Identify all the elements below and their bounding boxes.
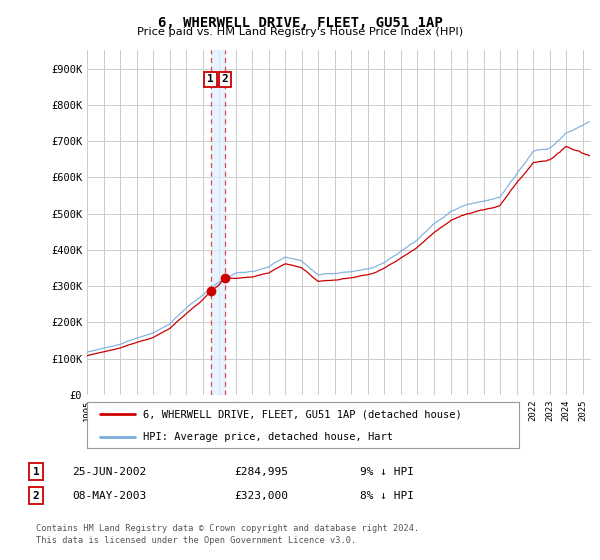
Text: £284,995: £284,995 [234, 466, 288, 477]
Text: This data is licensed under the Open Government Licence v3.0.: This data is licensed under the Open Gov… [36, 536, 356, 545]
Text: 6, WHERWELL DRIVE, FLEET, GU51 1AP: 6, WHERWELL DRIVE, FLEET, GU51 1AP [158, 16, 442, 30]
Text: 2: 2 [222, 74, 229, 85]
Text: 9% ↓ HPI: 9% ↓ HPI [360, 466, 414, 477]
Text: 2: 2 [32, 491, 40, 501]
Text: 08-MAY-2003: 08-MAY-2003 [72, 491, 146, 501]
Text: 25-JUN-2002: 25-JUN-2002 [72, 466, 146, 477]
Text: 1: 1 [32, 466, 40, 477]
Text: 6, WHERWELL DRIVE, FLEET, GU51 1AP (detached house): 6, WHERWELL DRIVE, FLEET, GU51 1AP (deta… [143, 409, 462, 419]
Text: 1: 1 [207, 74, 214, 85]
Text: Price paid vs. HM Land Registry's House Price Index (HPI): Price paid vs. HM Land Registry's House … [137, 27, 463, 38]
Text: 8% ↓ HPI: 8% ↓ HPI [360, 491, 414, 501]
Bar [211, 50, 225, 395]
Text: £323,000: £323,000 [234, 491, 288, 501]
Text: Contains HM Land Registry data © Crown copyright and database right 2024.: Contains HM Land Registry data © Crown c… [36, 524, 419, 533]
Text: HPI: Average price, detached house, Hart: HPI: Average price, detached house, Hart [143, 432, 393, 442]
